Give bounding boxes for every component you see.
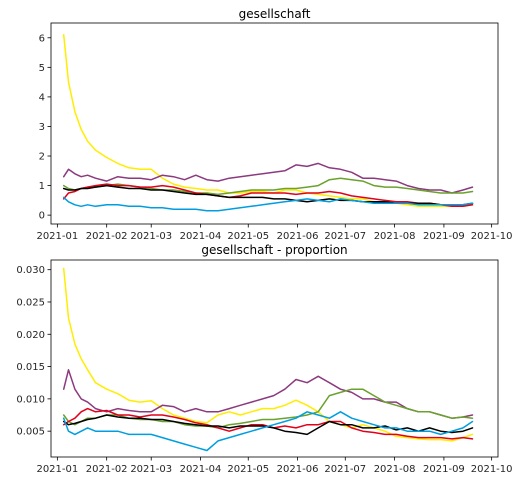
subplot-bottom: gesellschaft - proportion 2021-01 2021-02… xyxy=(16,243,512,475)
chart-title-top: gesellschaft xyxy=(239,7,311,21)
y-tick-label: 5 xyxy=(39,63,45,74)
y-tick-label: 1 xyxy=(39,181,45,192)
subplot-top: gesellschaft 2021-01 2021-02 2021-03 2021-0… xyxy=(36,7,512,242)
chart-title-bottom: gesellschaft - proportion xyxy=(201,243,347,257)
x-tick-label: 2021-10 xyxy=(471,231,513,242)
x-tick-label: 2021-06 xyxy=(277,231,319,242)
x-tick-label: 2021-05 xyxy=(227,464,269,475)
plot-area-top xyxy=(50,22,499,225)
x-tick-label: 2021-05 xyxy=(227,231,269,242)
x-tick-label: 2021-02 xyxy=(86,464,128,475)
x-tick-label: 2021-03 xyxy=(130,231,172,242)
series-line-6 xyxy=(62,411,474,452)
x-tick-label: 2021-01 xyxy=(36,231,78,242)
x-tick-label: 2021-08 xyxy=(374,464,416,475)
y-tick-label: 2 xyxy=(39,152,45,163)
y-tick-label: 6 xyxy=(39,33,45,44)
x-tick-label: 2021-10 xyxy=(471,464,513,475)
y-tick-label: 0.020 xyxy=(16,330,45,341)
series-line-6 xyxy=(62,196,474,212)
x-tick-label: 2021-01 xyxy=(36,464,78,475)
y-tick-label: 0.015 xyxy=(16,362,45,373)
series-line-4 xyxy=(62,407,474,440)
panel-top-content: 2021-01 2021-02 2021-03 2021-04 2021-05 2021-… xyxy=(36,33,512,242)
x-tick-label: 2021-06 xyxy=(277,464,319,475)
series-line-3 xyxy=(62,388,474,429)
x-tick-label: 2021-09 xyxy=(423,464,465,475)
y-tick-label: 3 xyxy=(39,122,45,133)
y-tick-label: 0.010 xyxy=(16,394,45,405)
x-tick-label: 2021-03 xyxy=(130,464,172,475)
y-tick-label: 0.030 xyxy=(16,265,45,276)
y-tick-label: 0.025 xyxy=(16,297,45,308)
series-line-1 xyxy=(62,267,474,442)
x-tick-label: 2021-07 xyxy=(324,231,366,242)
x-tick-label: 2021-07 xyxy=(324,464,366,475)
series-line-4 xyxy=(62,183,474,208)
y-tick-label: 0.005 xyxy=(16,427,45,438)
series-line-2 xyxy=(62,369,474,419)
x-tick-label: 2021-09 xyxy=(423,231,465,242)
series-line-2 xyxy=(62,162,474,194)
y-tick-label: 4 xyxy=(39,92,45,103)
x-tick-label: 2021-02 xyxy=(86,231,128,242)
y-tick-label: 0 xyxy=(39,211,45,222)
x-tick-label: 2021-08 xyxy=(374,231,416,242)
panel-bottom-content: 2021-01 2021-02 2021-03 2021-04 2021-05 2021-… xyxy=(16,265,512,475)
x-tick-label: 2021-04 xyxy=(180,231,222,242)
x-tick-label: 2021-04 xyxy=(180,464,222,475)
